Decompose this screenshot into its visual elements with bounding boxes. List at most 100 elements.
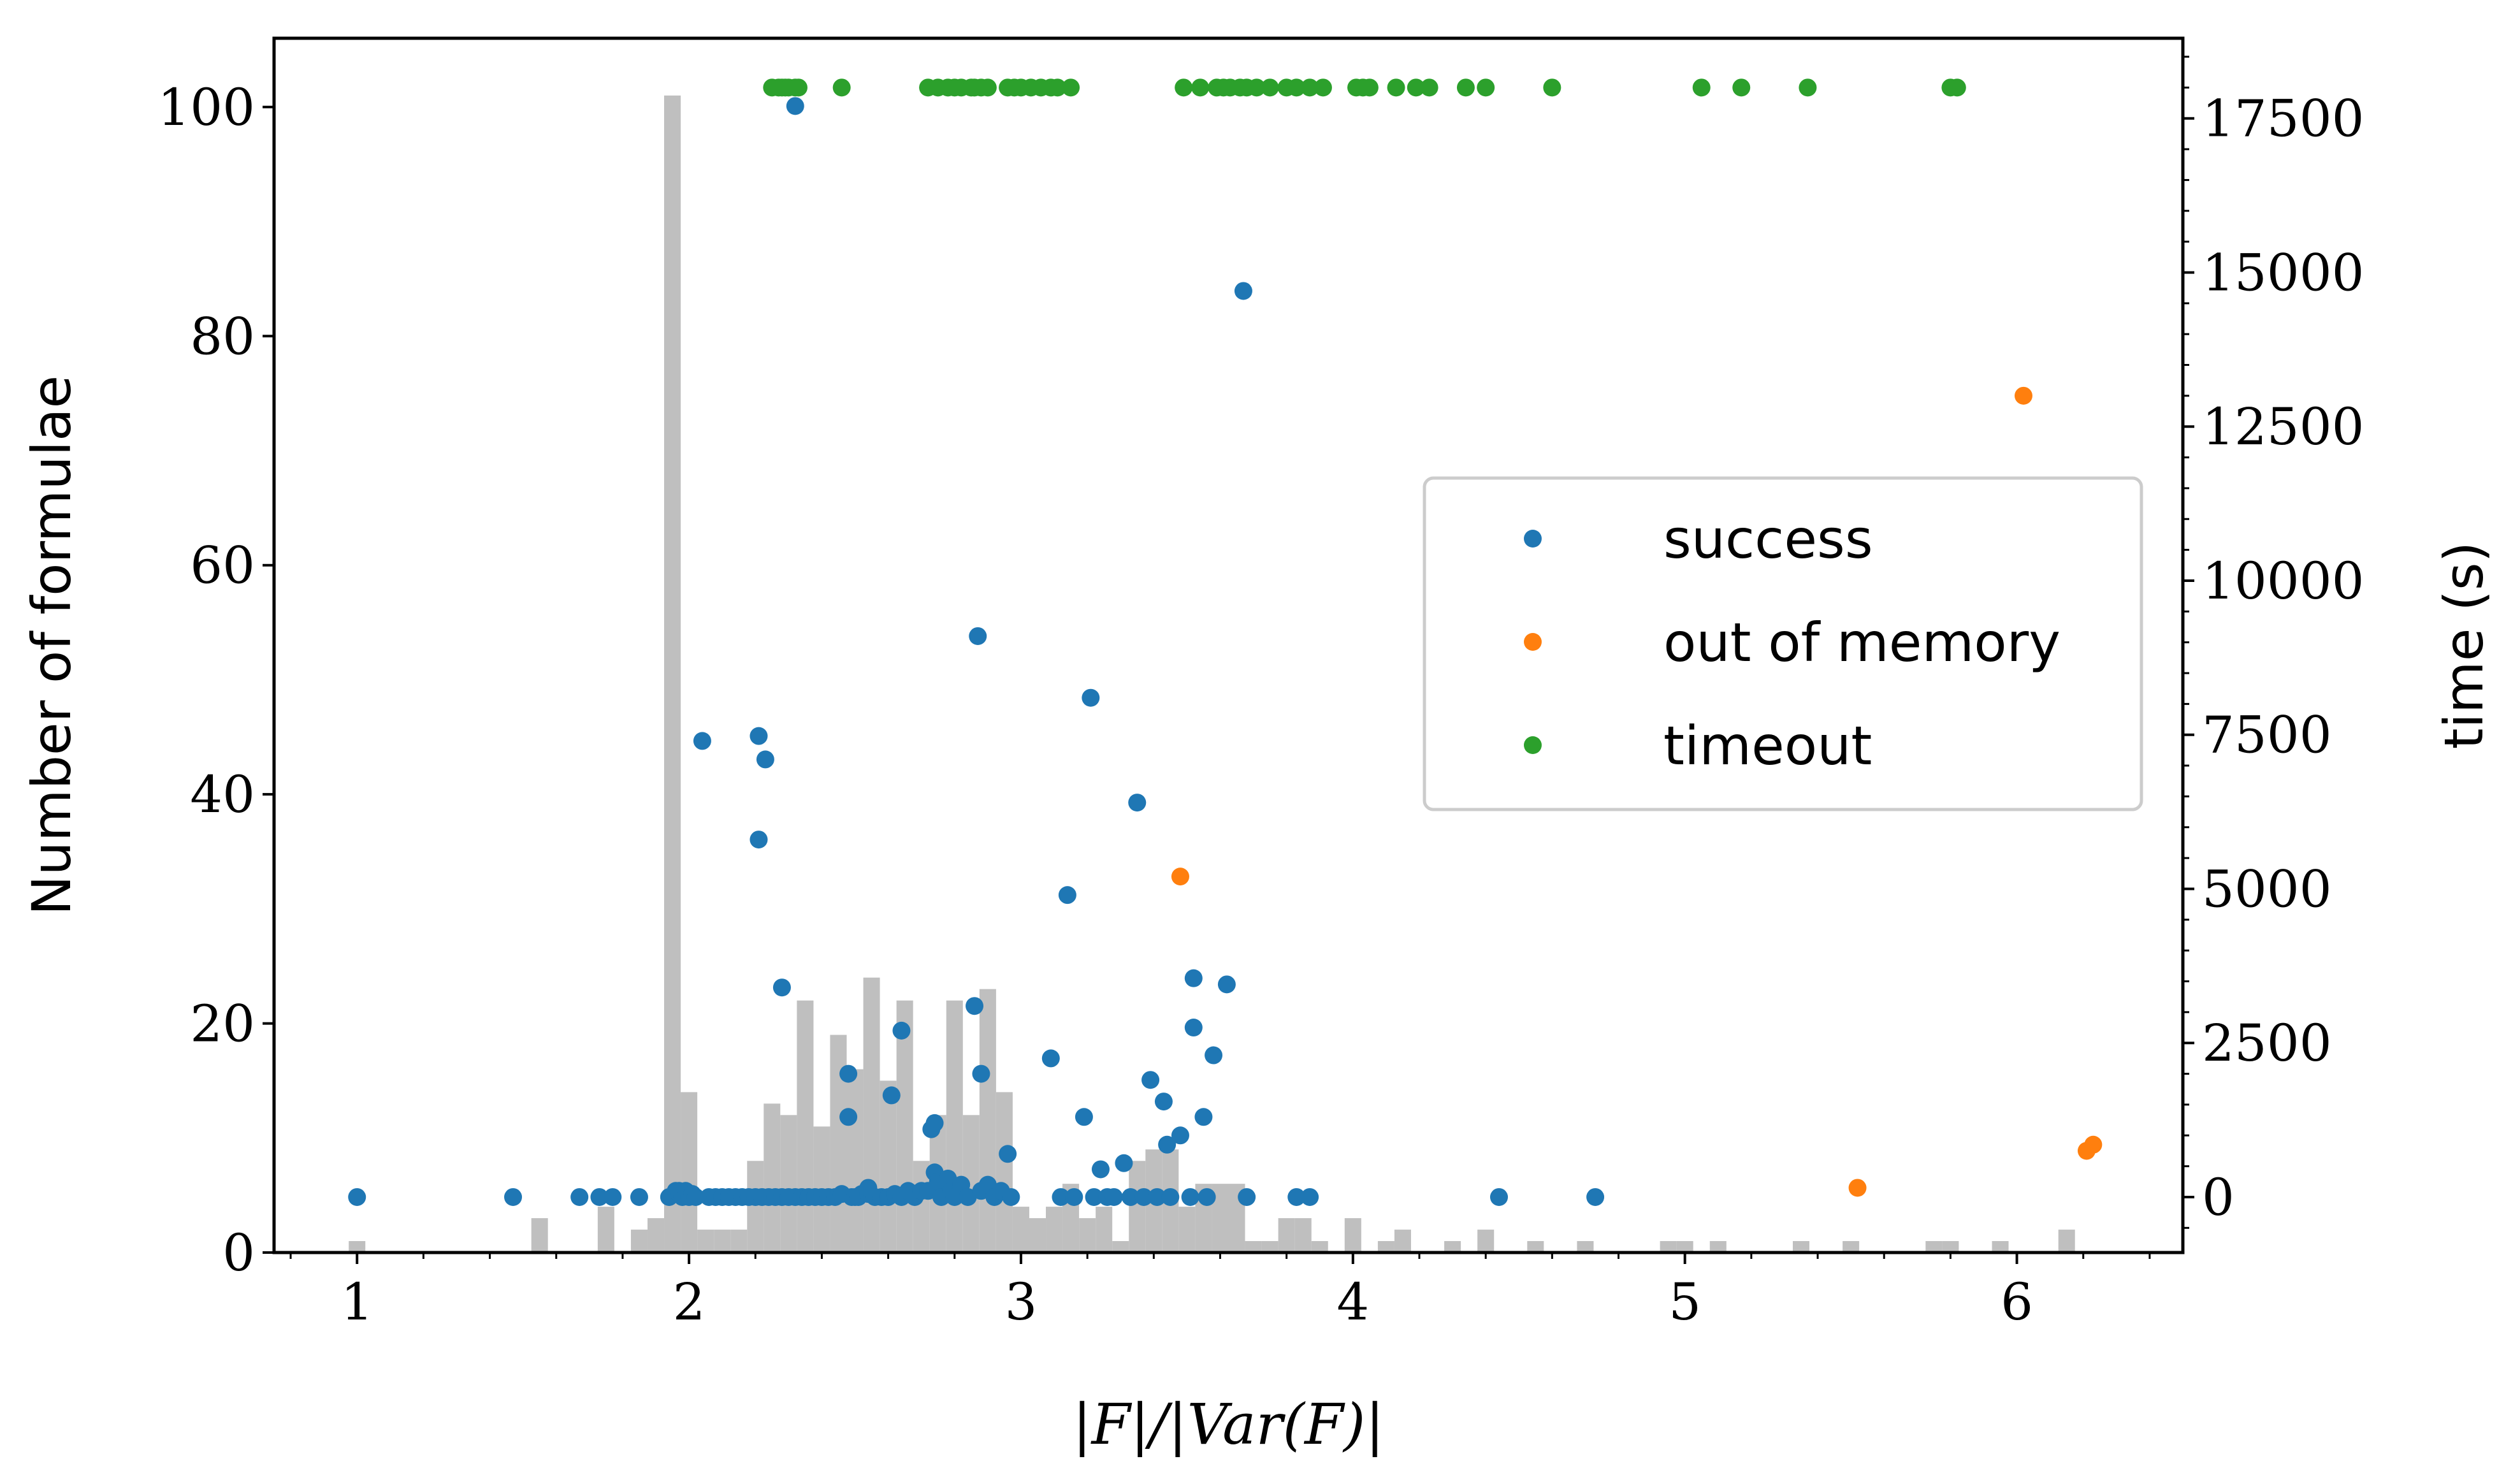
data-point: [1247, 78, 1266, 97]
data-point: [1082, 688, 1100, 707]
y-right-tick-label: 0: [2202, 1168, 2234, 1227]
data-point: [1848, 1179, 1867, 1197]
data-point: [839, 1108, 858, 1126]
legend-box: [1423, 476, 2143, 811]
x-axis: 1 2 3 4 5 6: [289, 1253, 2151, 1332]
y-right-tick-label: 10000: [2202, 551, 2364, 611]
histogram-bar: [880, 1080, 897, 1253]
series-out-of-memory: [1171, 386, 2103, 1197]
data-point: [1191, 78, 1210, 97]
histogram-bar: [1925, 1241, 1943, 1253]
data-point: [2084, 1135, 2103, 1154]
series-success: [348, 97, 1605, 1206]
data-point: [1238, 1188, 1256, 1206]
data-point: [1543, 78, 1561, 97]
data-point: [1091, 1160, 1110, 1179]
histogram-bar: [1129, 1161, 1146, 1253]
data-point: [832, 78, 851, 97]
data-point: [693, 732, 711, 750]
data-point: [504, 1188, 523, 1206]
data-point: [2014, 386, 2032, 405]
histogram-bar: [1709, 1241, 1727, 1253]
data-point: [749, 727, 768, 745]
histogram-bar: [647, 1218, 665, 1253]
data-point: [1287, 78, 1306, 97]
plot-frame: [272, 36, 2185, 1254]
data-point: [1184, 1019, 1203, 1037]
x-axis-label: |F|/|Var(F)|: [1073, 1391, 1384, 1457]
legend-marker: [1524, 633, 1542, 651]
data-point: [1301, 78, 1319, 97]
data-point: [570, 1188, 589, 1206]
histogram-bar: [1079, 1218, 1096, 1253]
data-point: [1052, 1188, 1070, 1206]
data-point: [1121, 1188, 1140, 1206]
data-point: [1154, 1093, 1173, 1111]
data-point: [839, 1064, 858, 1083]
data-point: [1287, 1188, 1306, 1206]
data-point: [789, 78, 807, 97]
y-left-tick-label: 100: [157, 78, 255, 137]
data-point: [999, 1145, 1017, 1163]
histogram-bar: [1444, 1241, 1461, 1253]
data-point: [925, 1114, 944, 1132]
histogram-bar: [1311, 1241, 1328, 1253]
legend-label: success: [1663, 508, 1873, 570]
data-point: [1490, 1188, 1509, 1206]
data-point: [1477, 78, 1495, 97]
data-point: [1048, 78, 1067, 97]
histogram-bar: [1477, 1230, 1495, 1253]
data-point: [1420, 78, 1438, 97]
data-point: [590, 1188, 609, 1206]
data-point: [1128, 794, 1147, 812]
legend-marker: [1524, 530, 1542, 548]
data-point: [1198, 1188, 1216, 1206]
histogram-bar: [349, 1241, 366, 1253]
histogram-bar: [1577, 1241, 1594, 1253]
data-point: [882, 1086, 901, 1105]
histogram-bar: [531, 1218, 548, 1253]
histogram-bar: [697, 1230, 714, 1253]
histogram-bar: [1261, 1241, 1278, 1253]
histogram-bar: [1377, 1241, 1394, 1253]
histogram-bar: [1112, 1241, 1129, 1253]
data-point: [1194, 1108, 1213, 1126]
histogram-bar: [896, 1000, 913, 1253]
data-point: [1065, 1188, 1083, 1206]
data-point: [1184, 969, 1203, 987]
x-tick-label: 5: [1669, 1272, 1701, 1332]
histogram-bar: [664, 95, 681, 1253]
histogram-bar: [681, 1092, 698, 1253]
data-point: [1134, 1188, 1153, 1206]
histogram-bar: [780, 1115, 797, 1253]
series-timeout: [763, 78, 1966, 97]
histogram-bar: [1527, 1241, 1544, 1253]
data-point: [1148, 1188, 1166, 1206]
data-point: [1085, 1188, 1103, 1206]
data-point: [1799, 78, 1817, 97]
data-point: [1062, 78, 1080, 97]
histogram-bar: [996, 1092, 1013, 1253]
y-right-tick-label: 7500: [2202, 706, 2332, 765]
data-point: [1115, 1154, 1133, 1172]
y-left-tick-label: 0: [222, 1223, 255, 1282]
data-point: [1948, 78, 1966, 97]
y-axis-right: 0 2500 5000 7500 10000 12500 15000 17500: [2183, 55, 2364, 1229]
histogram-bar: [1660, 1241, 1677, 1253]
data-point: [1002, 1188, 1020, 1206]
histogram-bar: [1792, 1241, 1810, 1253]
y-right-tick-label: 17500: [2202, 89, 2364, 149]
histogram-bar: [1046, 1207, 1063, 1253]
histogram-bar: [863, 977, 880, 1253]
x-tick-label: 3: [1005, 1272, 1038, 1332]
data-point: [686, 1188, 705, 1206]
data-point: [1692, 78, 1711, 97]
y-axis-left: 0 20 40 60 80 100: [157, 78, 274, 1282]
y-axis-label-right: time (s): [2433, 542, 2495, 750]
x-tick-label: 4: [1336, 1272, 1369, 1332]
histogram-bar: [1096, 1207, 1113, 1253]
histogram-bar: [1676, 1241, 1693, 1253]
y-right-tick-label: 15000: [2202, 243, 2364, 302]
data-point: [969, 627, 987, 645]
